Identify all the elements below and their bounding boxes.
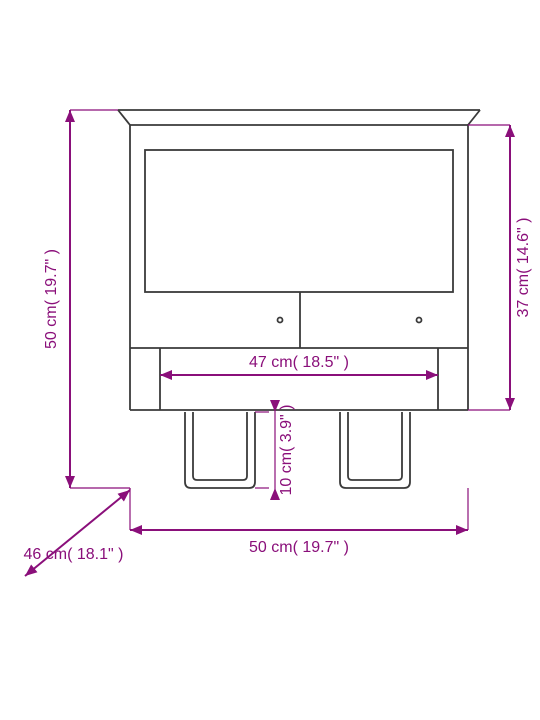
dim-line-depth bbox=[25, 490, 130, 576]
dimension-diagram: 50 cm( 19.7" ) 37 cm( 14.6" ) 10 cm( 3.9" … bbox=[0, 0, 540, 720]
arrowhead bbox=[160, 370, 172, 380]
dim-label-height-body: 37 cm( 14.6" ) bbox=[515, 218, 532, 318]
furniture-outline bbox=[118, 110, 480, 488]
arrowhead bbox=[505, 125, 515, 137]
dim-label-height-total: 50 cm( 19.7" ) bbox=[43, 249, 60, 349]
dim-label-depth: 46 cm( 18.1" ) bbox=[24, 546, 124, 563]
dim-label-width-total: 50 cm( 19.7" ) bbox=[249, 539, 349, 556]
dim-label-shelf-width: 47 cm( 18.5" ) bbox=[249, 354, 349, 371]
arrowhead bbox=[65, 476, 75, 488]
arrowhead bbox=[65, 110, 75, 122]
dim-label-leg-height: 10 cm( 3.9" ) bbox=[278, 404, 295, 495]
arrowhead bbox=[130, 525, 142, 535]
arrowhead bbox=[456, 525, 468, 535]
arrowhead bbox=[505, 398, 515, 410]
arrowhead bbox=[426, 370, 438, 380]
